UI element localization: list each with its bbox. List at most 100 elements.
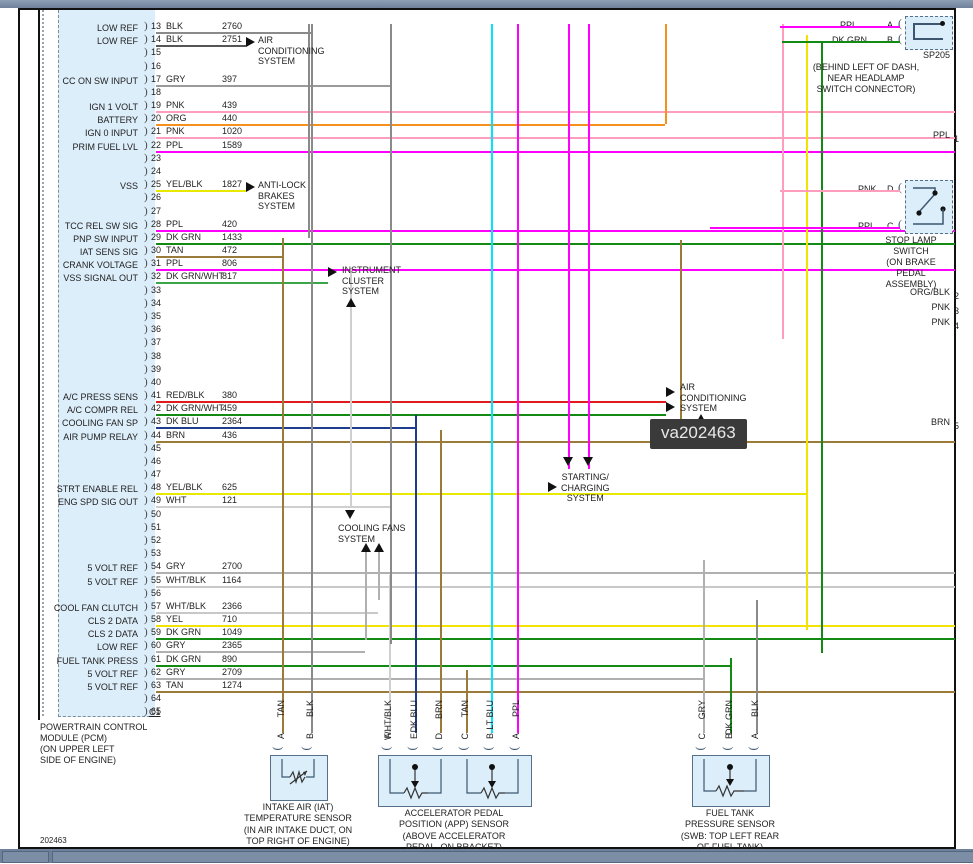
pcm-pin-row[interactable]: ) 25 YEL/BLK 1827 VSS bbox=[20, 178, 958, 192]
pcm-pin-row[interactable]: ) 54 GRY 2700 5 VOLT REF bbox=[20, 560, 958, 574]
pin-socket-icon: ) bbox=[144, 389, 148, 402]
pin-socket-icon: ) bbox=[144, 375, 148, 388]
stop-lamp-wire-d-color: PNK bbox=[858, 184, 877, 194]
wire-vertical-gry-coolfan-1 bbox=[365, 550, 367, 640]
pin-number: 35 bbox=[151, 310, 162, 321]
pcm-pin-row[interactable]: ) 35 bbox=[20, 310, 958, 324]
pcm-pin-row[interactable]: ) 17 GRY 397 CC ON SW INPUT bbox=[20, 73, 958, 87]
wire-color-code: TAN bbox=[166, 245, 184, 256]
pcm-pin-row[interactable]: ) 63 TAN 1274 5 VOLT REF bbox=[20, 679, 958, 693]
pcm-pin-row[interactable]: ) 16 bbox=[20, 60, 958, 74]
pcm-pin-row[interactable]: ) 61 DK GRN 890 FUEL TANK PRESS bbox=[20, 653, 958, 667]
pin-number: 53 bbox=[151, 548, 162, 559]
sensor-app-location: (ABOVE ACCELERATOR PEDAL, ON BRACKET) bbox=[402, 831, 506, 852]
pcm-pin-row[interactable]: ) 50 bbox=[20, 508, 958, 522]
pcm-pin-row[interactable]: ) 34 bbox=[20, 297, 958, 311]
pcm-pin-row[interactable]: ) 62 GRY 2709 5 VOLT REF bbox=[20, 666, 958, 680]
pin-number: 49 bbox=[151, 495, 162, 506]
stop-lamp-switch-box[interactable] bbox=[905, 180, 953, 234]
pin-function-label: 5 VOLT REF bbox=[87, 576, 138, 587]
pcm-pin-row[interactable]: ) 26 bbox=[20, 191, 958, 205]
stop-lamp-switch-internals-icon bbox=[913, 187, 946, 225]
pcm-pin-row[interactable]: ) 24 bbox=[20, 165, 958, 179]
pcm-pin-row[interactable]: ) 27 bbox=[20, 205, 958, 219]
pcm-pin-row[interactable]: ) 29 DK GRN 1433 PNP SW INPUT bbox=[20, 231, 958, 245]
pin-number: 14 bbox=[151, 34, 162, 45]
pcm-pin-row[interactable]: ) 46 bbox=[20, 455, 958, 469]
pcm-pin-row[interactable]: ) 32 DK GRN/WHT 817 VSS SIGNAL OUT bbox=[20, 270, 958, 284]
pcm-pin-row[interactable]: ) 56 bbox=[20, 587, 958, 601]
sensor-ftp-wire-a-color: BLK bbox=[750, 700, 760, 718]
pin-socket-icon: ) bbox=[144, 362, 148, 375]
pcm-pin-row[interactable]: ) 55 WHT/BLK 1164 5 VOLT REF bbox=[20, 574, 958, 588]
pcm-pin-row[interactable]: ) 13 BLK 2760 LOW REF bbox=[20, 20, 958, 34]
sensor-app-socket-a-icon: ( bbox=[506, 746, 521, 751]
pcm-pin-row[interactable]: ) 58 YEL 710 CLS 2 DATA bbox=[20, 613, 958, 627]
wire-circuit-number: 625 bbox=[222, 482, 238, 493]
pcm-pin-row[interactable]: ) 38 bbox=[20, 350, 958, 364]
pcm-pin-row[interactable]: ) 47 bbox=[20, 468, 958, 482]
sensor-app-wire-d-color: BRN bbox=[434, 700, 444, 720]
pcm-pin-row[interactable]: ) 43 DK BLU 2364 COOLING FAN SP bbox=[20, 415, 958, 429]
pcm-pin-row[interactable]: ) 51 bbox=[20, 521, 958, 535]
pin-number: 15 bbox=[151, 47, 162, 58]
pcm-pin-row[interactable]: ) 44 BRN 436 AIR PUMP RELAY bbox=[20, 429, 958, 443]
pcm-pin-row[interactable]: ) 64 bbox=[20, 692, 958, 706]
pcm-pin-row[interactable]: ) 39 bbox=[20, 362, 958, 377]
sensor-app-name: ACCELERATOR PEDAL POSITION (APP) SENSOR bbox=[398, 808, 510, 829]
wire-vertical-org-right bbox=[665, 24, 667, 124]
wire-color-code: PNK bbox=[166, 100, 185, 111]
pcm-pin-row[interactable]: ) 14 BLK 2751 LOW REF bbox=[20, 33, 958, 47]
pcm-pin-row[interactable]: ) 45 bbox=[20, 442, 958, 456]
wire-color-code: GRY bbox=[166, 666, 186, 677]
pcm-pin-row[interactable]: ) 60 GRY 2365 LOW REF bbox=[20, 639, 958, 653]
pin-socket-icon: ) bbox=[144, 270, 148, 283]
wire-vertical-gry-coolfan-2 bbox=[378, 550, 380, 600]
pcm-wire-43 bbox=[156, 427, 415, 430]
pcm-wire-55 bbox=[156, 585, 955, 588]
pcm-wire-63 bbox=[156, 691, 955, 693]
hover-tooltip: va202463 bbox=[650, 419, 747, 449]
wire-vertical-gry-long bbox=[390, 24, 392, 644]
sensor-app-body[interactable] bbox=[378, 755, 532, 807]
sensor-app-terminal-e-letter: E bbox=[409, 733, 419, 740]
pin-socket-icon: ) bbox=[144, 692, 148, 705]
system-label-anti-lock-brakes: ANTI-LOCK BRAKES SYSTEM bbox=[258, 180, 307, 211]
pcm-pin-row[interactable]: ) 23 bbox=[20, 152, 958, 166]
pcm-pin-row[interactable]: ) 40 bbox=[20, 375, 958, 390]
pcm-pin-row[interactable]: ) 59 DK GRN 1049 CLS 2 DATA bbox=[20, 626, 958, 640]
pcm-pin-row[interactable]: ) 18 bbox=[20, 86, 958, 100]
wire-color-code: DK GRN bbox=[166, 231, 202, 242]
pcm-pin-row[interactable]: ) 30 TAN 472 IAT SENS SIG bbox=[20, 244, 958, 258]
pcm-pin-row[interactable]: ) 28 PPL 420 TCC REL SW SIG bbox=[20, 218, 958, 232]
pcm-pin-row[interactable]: ) 37 bbox=[20, 336, 958, 350]
pcm-pin-row[interactable]: ) 22 PPL 1589 PRIM FUEL LVL bbox=[20, 139, 958, 153]
pcm-pin-row[interactable]: ) 49 WHT 121 ENG SPD SIG OUT bbox=[20, 494, 958, 508]
pcm-pin-row[interactable]: ) 48 YEL/BLK 625 STRT ENABLE REL bbox=[20, 481, 958, 495]
pin-number: 64 bbox=[151, 693, 162, 704]
pcm-pin-row[interactable]: ) 52 bbox=[20, 534, 958, 548]
wire-color-code: BLK bbox=[166, 21, 184, 31]
pcm-pin-row[interactable]: ) 31 PPL 806 CRANK VOLTAGE bbox=[20, 257, 958, 271]
pcm-pin-row[interactable]: ) 65 bbox=[20, 705, 958, 719]
pcm-pin-row[interactable]: ) 41 RED/BLK 380 A/C PRESS SENS bbox=[20, 389, 958, 403]
taskbar-segment-1[interactable] bbox=[2, 851, 49, 863]
pin-function-label: LOW REF bbox=[96, 642, 138, 653]
pin-number: 39 bbox=[151, 363, 162, 374]
pcm-pin-row[interactable]: ) 42 DK GRN/WHT 459 A/C COMPR REL bbox=[20, 402, 958, 416]
pcm-pin-row[interactable]: ) 20 ORG 440 BATTERY bbox=[20, 112, 958, 126]
pin-number: 17 bbox=[151, 73, 162, 84]
right-edge-wire-color: PNK bbox=[931, 302, 950, 312]
pcm-pin-row[interactable]: ) 21 PNK 1020 IGN 0 INPUT bbox=[20, 125, 958, 139]
sensor-iat-body[interactable] bbox=[270, 755, 328, 801]
pcm-wire-28 bbox=[156, 229, 955, 232]
pcm-pin-row[interactable]: ) 15 bbox=[20, 46, 958, 60]
pcm-pin-row[interactable]: ) 53 bbox=[20, 547, 958, 561]
pcm-pin-row[interactable]: ) 33 bbox=[20, 284, 958, 298]
pcm-pin-row[interactable]: ) 57 WHT/BLK 2366 COOL FAN CLUTCH bbox=[20, 600, 958, 614]
pcm-pin-row[interactable]: ) 19 PNK 439 IGN 1 VOLT bbox=[20, 99, 958, 113]
sensor-ftp-wire-b-color: DK GRN bbox=[724, 700, 734, 736]
taskbar-segment-2[interactable] bbox=[52, 851, 973, 863]
pin-number: 42 bbox=[151, 403, 162, 414]
pcm-pin-row[interactable]: ) 36 bbox=[20, 323, 958, 337]
